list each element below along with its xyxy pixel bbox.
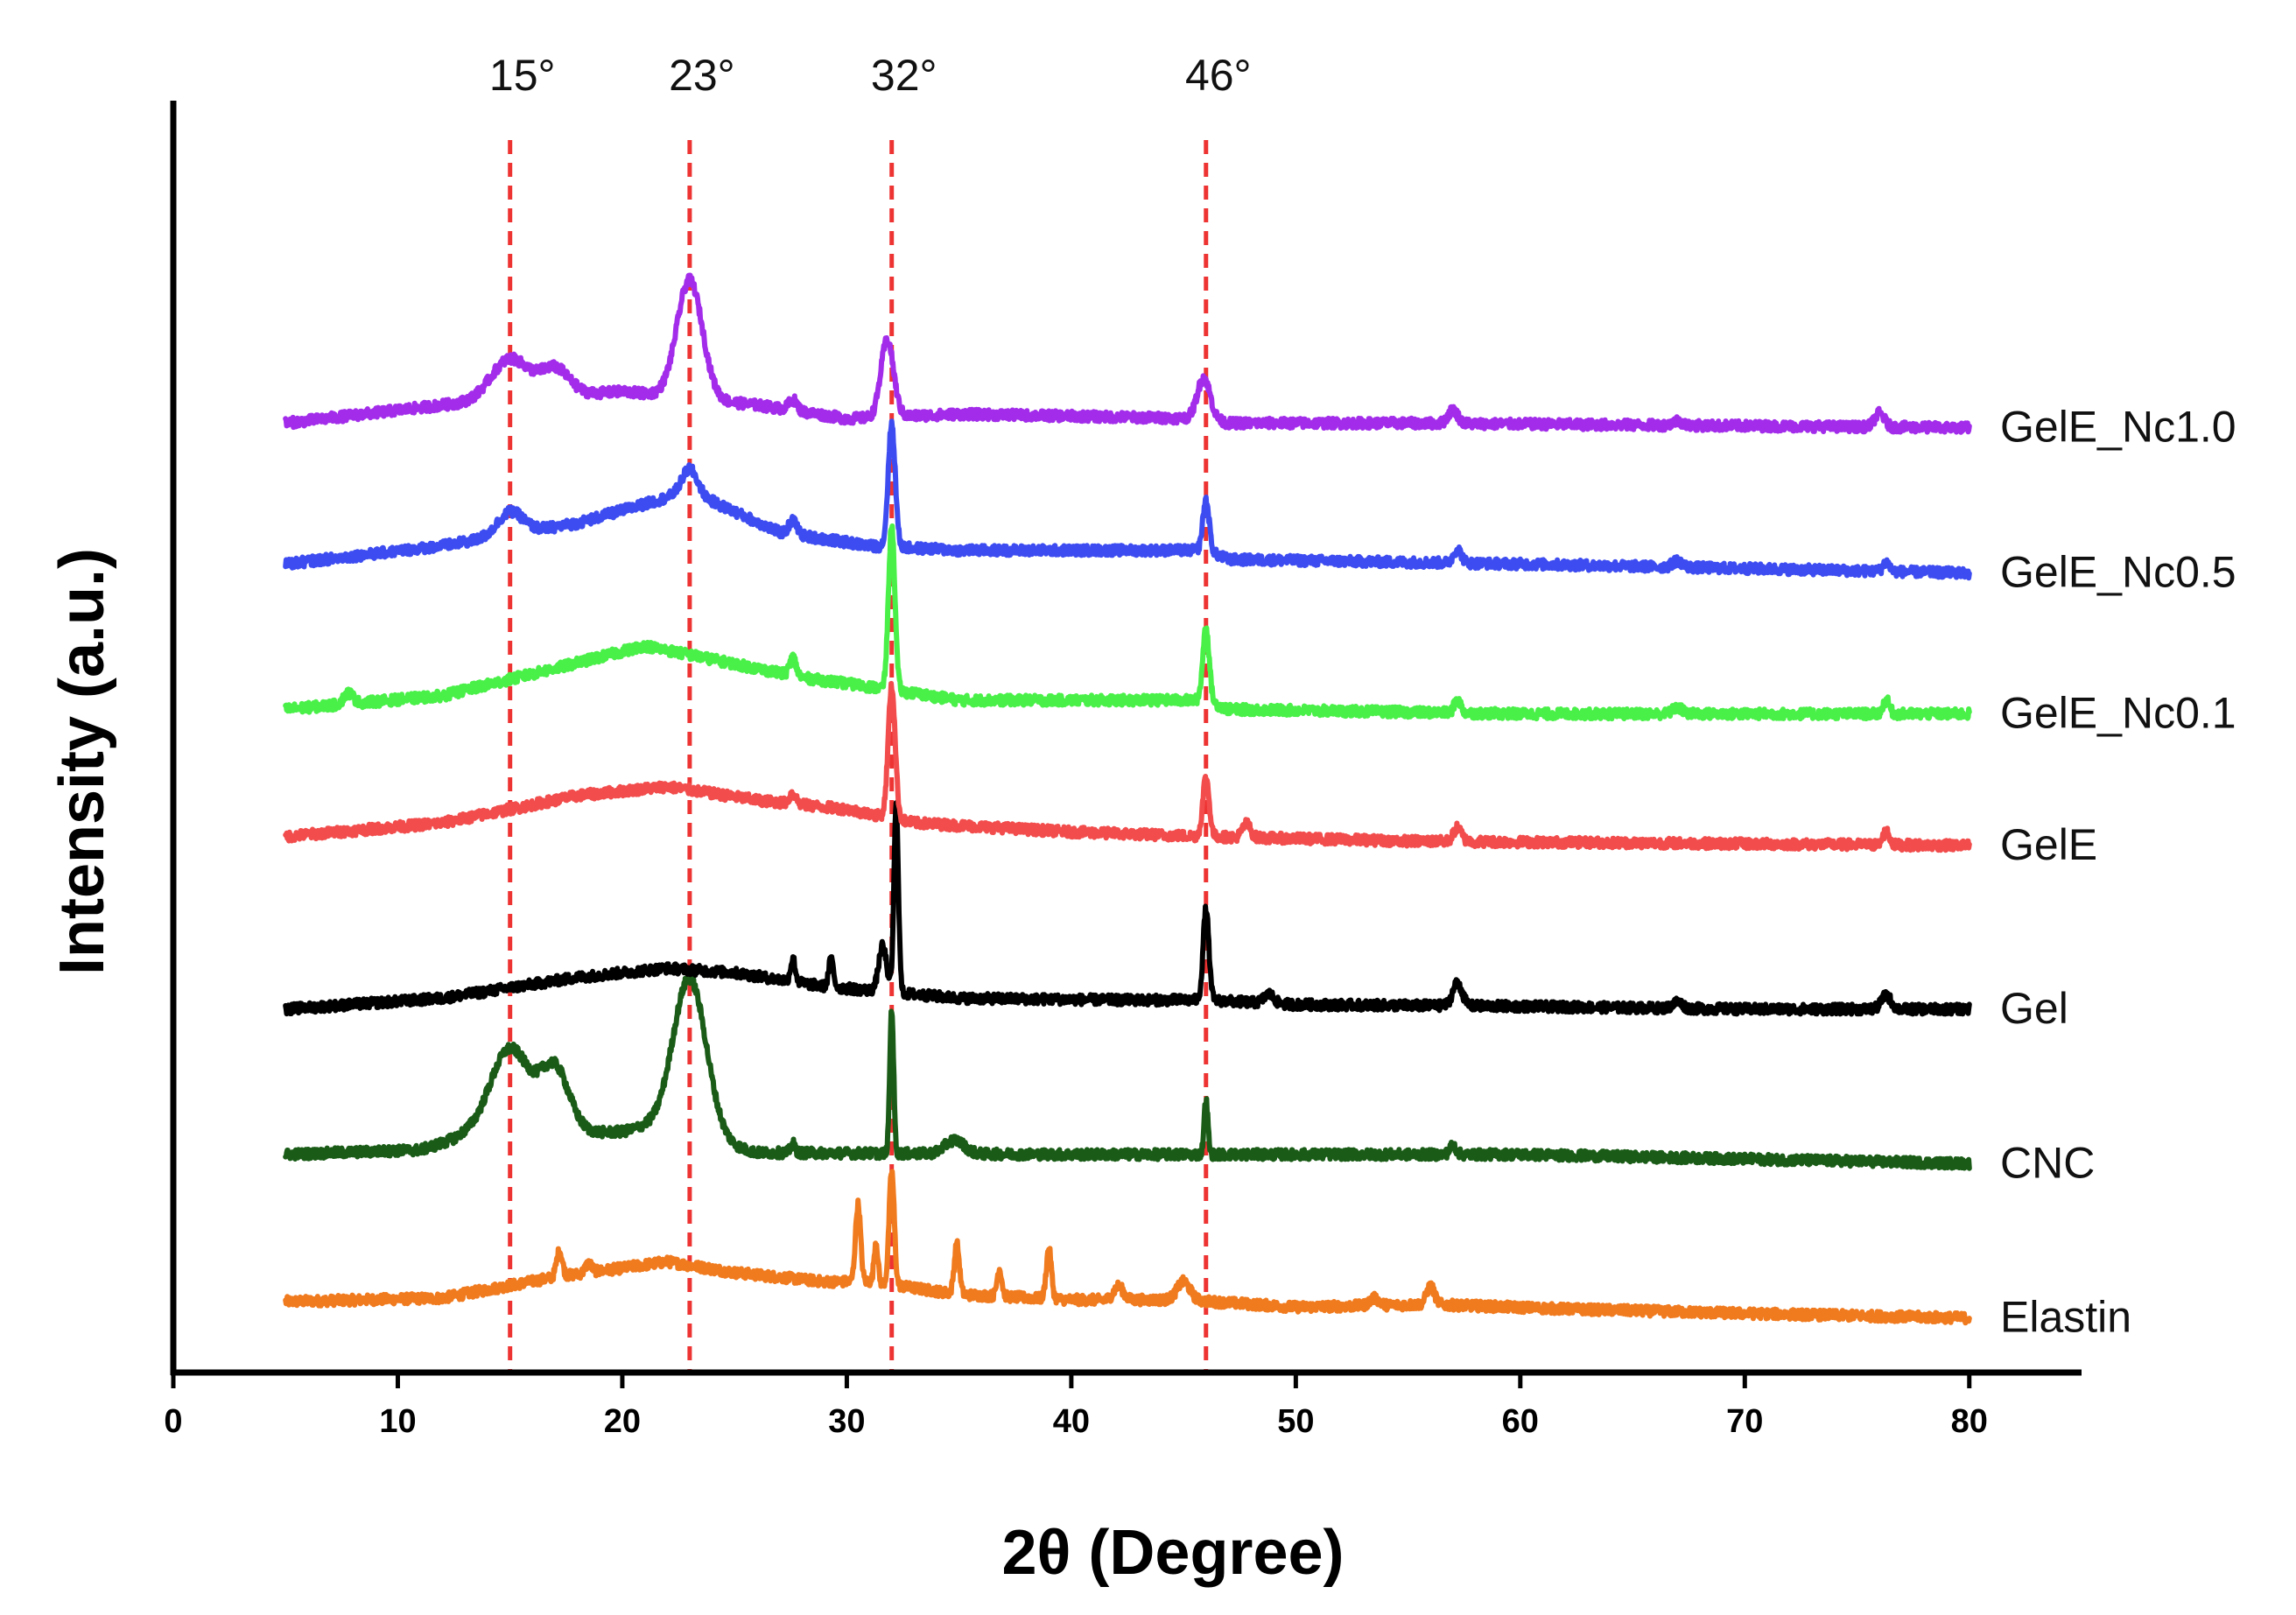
reference-line-label: 46° xyxy=(1185,51,1252,100)
series-line xyxy=(283,680,1972,853)
x-tick-label: 20 xyxy=(604,1403,641,1440)
series-line xyxy=(283,800,1972,1017)
y-axis-title: Intensity (a.u.) xyxy=(47,548,117,975)
series-line xyxy=(283,973,1972,1171)
x-ticks: 0 10 20 30 40 50 60 70 80 xyxy=(164,1373,1988,1440)
series-line xyxy=(283,272,1972,435)
series-label: GelE_Nc0.1 xyxy=(2000,689,2236,738)
series-lines xyxy=(283,272,1972,1326)
series-line xyxy=(283,1169,1972,1326)
peak-labels: 15° 23° 32° 46° xyxy=(489,51,1252,100)
series-label: GelE xyxy=(2000,820,2097,869)
series-label: CNC xyxy=(2000,1138,2095,1187)
reference-lines xyxy=(508,140,1209,1373)
series-label: Elastin xyxy=(2000,1293,2131,1342)
series-label: GelE_Nc1.0 xyxy=(2000,403,2236,452)
x-tick-label: 50 xyxy=(1277,1403,1314,1440)
x-tick-label: 10 xyxy=(379,1403,416,1440)
axes xyxy=(170,101,2082,1376)
x-tick-label: 30 xyxy=(828,1403,865,1440)
reference-line-label: 32° xyxy=(871,51,937,100)
series-labels: Elastin CNC Gel GelE GelE_Nc0.1 GelE_Nc0.5 Gel… xyxy=(2000,403,2236,1342)
series-line xyxy=(283,418,1972,581)
series-line xyxy=(283,523,1972,722)
reference-line-label: 23° xyxy=(669,51,735,100)
series-label: Gel xyxy=(2000,984,2068,1033)
x-axis-title: 2θ (Degree) xyxy=(1001,1518,1344,1588)
x-tick-label: 80 xyxy=(1951,1403,1988,1440)
x-tick-label: 60 xyxy=(1502,1403,1539,1440)
reference-line-label: 15° xyxy=(489,51,556,100)
x-tick-label: 40 xyxy=(1053,1403,1090,1440)
series-label: GelE_Nc0.5 xyxy=(2000,548,2236,597)
x-tick-label: 0 xyxy=(164,1403,182,1440)
x-tick-label: 70 xyxy=(1726,1403,1763,1440)
